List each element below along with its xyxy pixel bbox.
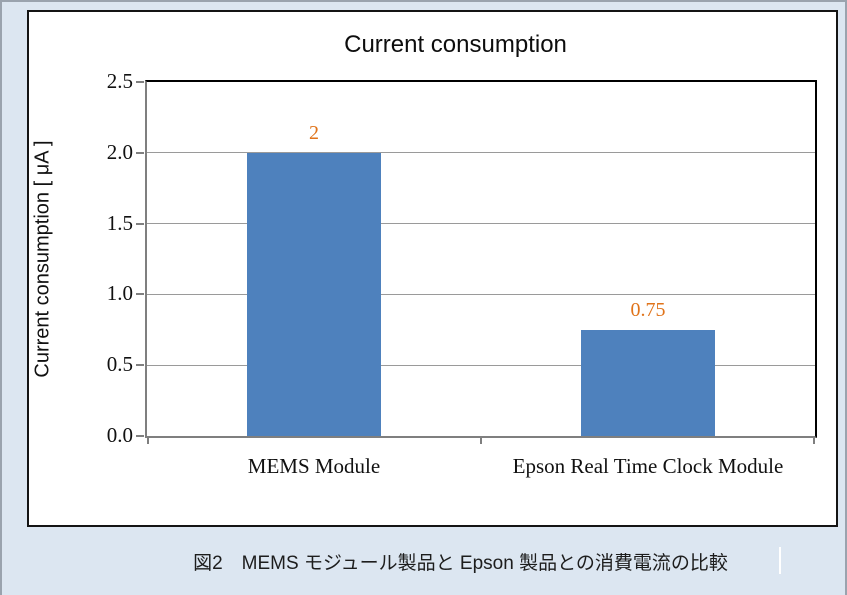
y-axis-tick: [136, 81, 144, 83]
chart-container: Current consumption Current consumption …: [27, 10, 838, 527]
gridline: [147, 152, 815, 154]
figure-caption[interactable]: 図2 MEMS モジュール製品と Epson 製品との消費電流の比較: [193, 553, 728, 574]
y-axis-tick: [136, 364, 144, 367]
y-axis-title: Current consumption [ μA ]: [31, 140, 54, 378]
gridline: [147, 223, 815, 225]
x-axis-tick: [147, 436, 149, 444]
y-axis-tick: [136, 293, 144, 296]
x-axis-tick: [813, 436, 815, 444]
bar: [581, 329, 715, 436]
gridline: [147, 364, 815, 366]
text-cursor: [779, 547, 781, 574]
chart-title: Current consumption: [344, 31, 567, 58]
y-tick-label: 1.0: [106, 281, 133, 306]
bar-value-label: 2: [309, 121, 319, 144]
bar-value-label: 0.75: [630, 298, 666, 321]
y-axis-tick: [136, 222, 144, 225]
y-tick-label: 1.5: [106, 210, 133, 235]
category-label: Epson Real Time Clock Module: [512, 454, 784, 478]
y-tick-label: 0.0: [106, 423, 133, 447]
bar: [247, 152, 381, 436]
y-tick-label: 2.5: [106, 69, 133, 93]
category-label: MEMS Module: [247, 454, 381, 478]
gridline: [147, 293, 815, 295]
y-tick-label: 2.0: [106, 139, 133, 164]
y-axis-tick: [136, 435, 144, 437]
y-tick-label: 0.5: [106, 352, 133, 377]
y-axis-tick: [136, 151, 144, 154]
plot-area: 0.0 0.5 1.0 1.5 2.0 2.5 2 MEMS Module 0.75 Epson …: [107, 69, 817, 478]
x-axis-tick: [480, 436, 482, 444]
